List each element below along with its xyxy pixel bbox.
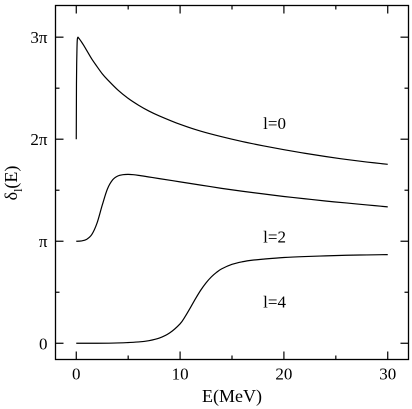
y-axis-label-symbol: δ	[1, 192, 21, 200]
x-axis-label: E(MeV)	[202, 386, 262, 407]
curve-annotation: l=4	[263, 293, 286, 312]
curve-annotations: l=0 l=2 l=4	[263, 114, 286, 312]
curves	[75, 36, 388, 344]
series-line-l-4	[76, 254, 388, 344]
tick-marks	[55, 5, 409, 360]
y-tick-label: 3π	[30, 28, 48, 47]
x-tick-label: 30	[379, 365, 396, 384]
y-tick-label: 0	[39, 334, 48, 353]
x-tick-label: 20	[275, 365, 292, 384]
plot-frame	[54, 4, 410, 361]
y-axis-label-subscript: l	[11, 188, 25, 192]
y-tick-label: π	[39, 232, 48, 251]
series-line-l-2	[76, 173, 388, 242]
tick-labels: 0 10 20 30 0 π 2π 3π	[30, 28, 396, 383]
series-line-l-0	[75, 36, 388, 165]
curve-annotation: l=0	[263, 114, 286, 133]
x-tick-label: 0	[72, 365, 81, 384]
curve-annotation: l=2	[263, 228, 286, 247]
y-axis-label: δl(E)	[1, 166, 25, 201]
y-axis-label-argument: (E)	[1, 166, 22, 189]
x-tick-label: 10	[172, 365, 189, 384]
y-tick-label: 2π	[30, 130, 48, 149]
